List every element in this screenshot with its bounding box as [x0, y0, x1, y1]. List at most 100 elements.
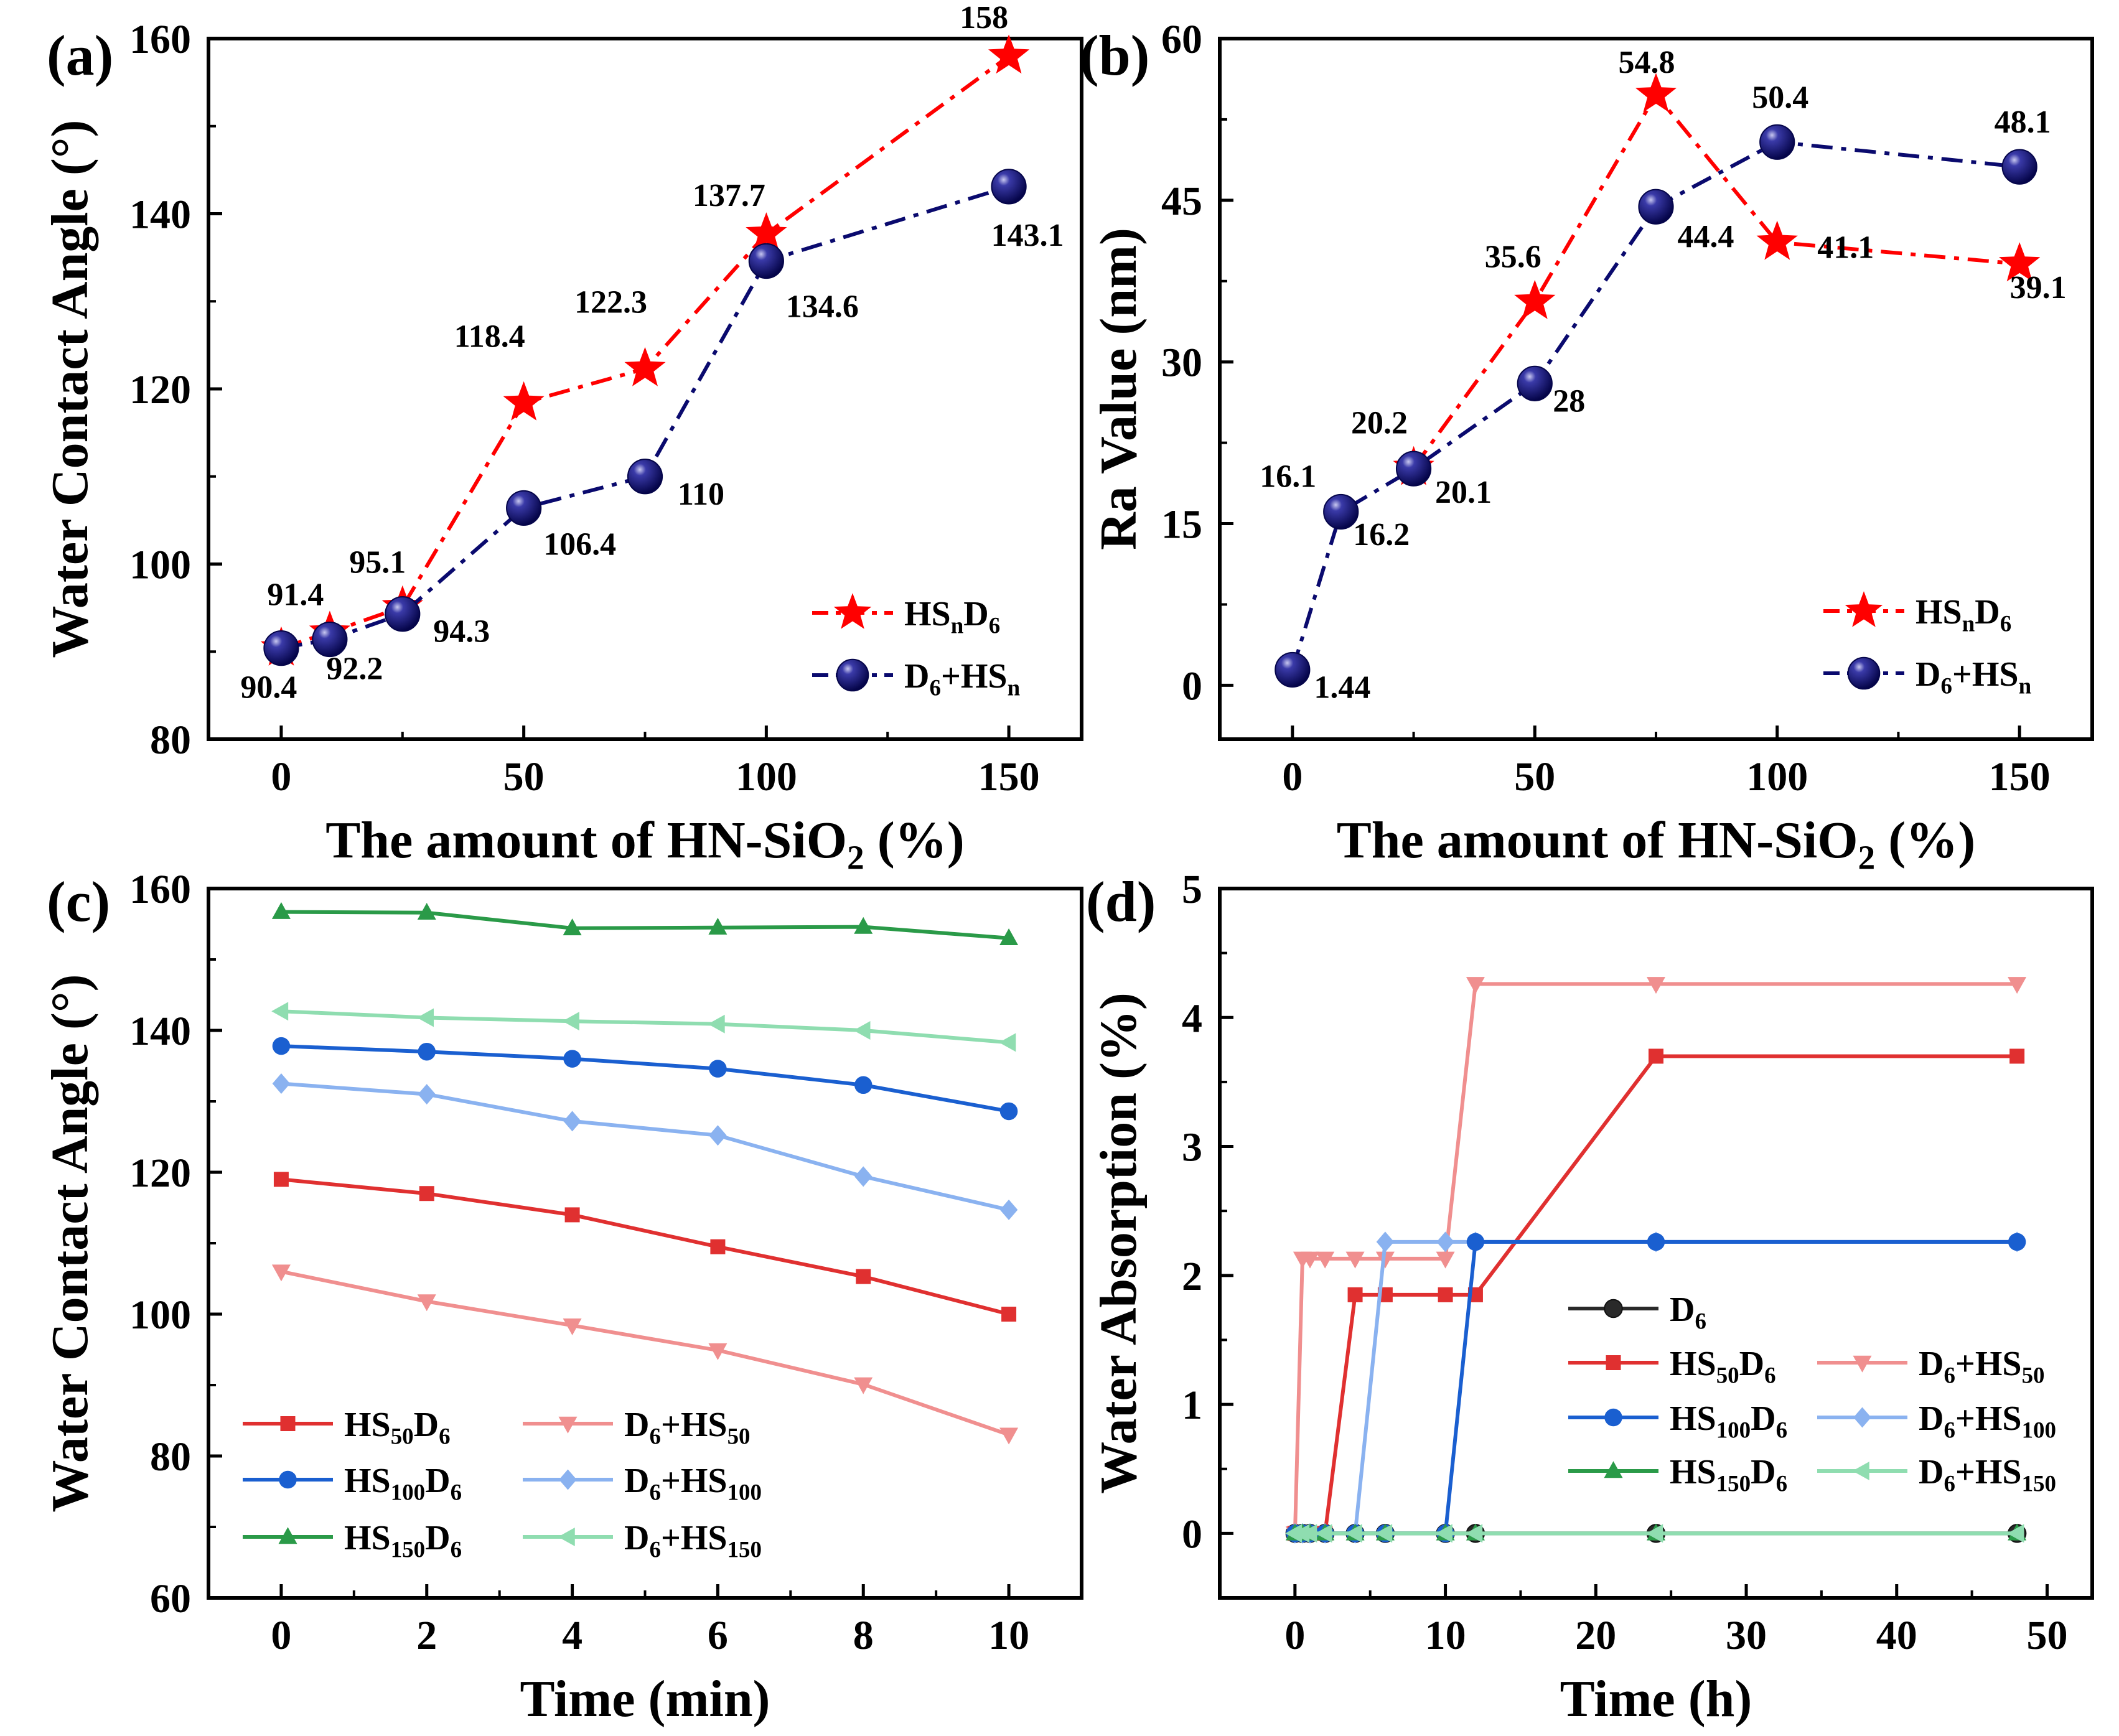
- y-tick-label: 80: [150, 1434, 191, 1480]
- text-span: HS: [344, 1519, 391, 1557]
- panel-a: 0 50 100 150 80 100 120 140 160 The amount of HN-…: [41, 0, 1083, 876]
- panel-c: 0 2 4 6 8 10 60 80 100 120 140 160 Time (min) Water C…: [41, 867, 1083, 1728]
- text-span: +HS: [661, 1462, 727, 1500]
- subscript: 50: [391, 1423, 414, 1449]
- data-label: 91.4: [267, 577, 324, 613]
- data-label: 134.6: [786, 289, 859, 325]
- data-label: 137.7: [693, 178, 765, 213]
- legend-marker: [559, 1469, 577, 1490]
- text-span: HS: [1916, 593, 1962, 632]
- subscript: 6: [439, 1423, 450, 1449]
- text-span: HS: [904, 595, 951, 633]
- data-point: [1999, 242, 2041, 282]
- text-span: D: [1916, 655, 1940, 694]
- data-label: 94.3: [433, 614, 490, 650]
- x-axis-label: The amount of HN-SiO2 (%): [325, 811, 964, 876]
- subscript: 100: [1716, 1417, 1751, 1442]
- data-point: [1466, 977, 1485, 994]
- y-tick-label: 60: [1161, 17, 1202, 62]
- legend-marker: [1853, 1355, 1872, 1373]
- legend-label-D6+HSn: D6+HSn: [1916, 655, 2031, 698]
- series-line: [281, 1081, 1009, 1212]
- legend-marker: [1853, 1407, 1871, 1428]
- subscript: 6: [1940, 673, 1952, 698]
- series-line: [281, 1269, 1010, 1437]
- data-point: [2009, 1048, 2025, 1064]
- data-point: [854, 1166, 872, 1187]
- data-point: [988, 34, 1030, 74]
- series-D6+HS100: [1286, 1231, 2026, 1544]
- data-point: [503, 381, 545, 421]
- data-point: [854, 1377, 873, 1394]
- series-HS150D6: [271, 902, 1019, 946]
- y-tick-label: 80: [150, 717, 191, 763]
- data-point: [563, 1111, 581, 1132]
- data-label: 20.1: [1435, 475, 1492, 510]
- legend-label-HSnD6: HSnD6: [904, 595, 1000, 638]
- subscript: 50: [2022, 1362, 2045, 1388]
- data-label: 1.44: [1314, 670, 1370, 705]
- legend-marker: [1852, 1462, 1869, 1480]
- text-span: +HS: [661, 1406, 727, 1444]
- data-point: [1436, 1251, 1455, 1269]
- legend-label-HS100D6: HS100D6: [1670, 1399, 1787, 1442]
- x-tick-label: 4: [562, 1613, 582, 1658]
- data-point: [1376, 1231, 1395, 1253]
- data-point: [1275, 651, 1311, 688]
- y-tick-label: 45: [1161, 179, 1202, 224]
- text-span: D: [1919, 1399, 1944, 1438]
- data-label: 39.1: [2010, 270, 2067, 306]
- y-tick-label: 100: [129, 543, 191, 588]
- data-label: 158: [960, 0, 1008, 35]
- text-span: HS: [344, 1406, 391, 1444]
- y-tick-label: 160: [129, 867, 191, 912]
- data-point: [2008, 977, 2027, 994]
- data-point: [271, 902, 291, 919]
- data-point: [709, 1060, 727, 1078]
- legend-label-HSnD6: HSnD6: [1916, 593, 2011, 636]
- legend-label-HS150D6: HS150D6: [1670, 1453, 1787, 1496]
- subscript: 50: [727, 1423, 751, 1449]
- data-label: 41.1: [1817, 230, 1874, 265]
- text-span: HS: [1670, 1345, 1716, 1383]
- text-span: +HS: [661, 1519, 727, 1557]
- series-D6+HSn: [1275, 124, 2037, 688]
- data-point: [1375, 1524, 1393, 1543]
- series-HS50D6: [1287, 1048, 2025, 1541]
- text-span: HS: [1670, 1399, 1716, 1438]
- y-tick-label: 100: [129, 1292, 191, 1338]
- text-span: +HS: [1955, 1399, 2022, 1438]
- text-span: D: [1975, 593, 2000, 632]
- data-point: [271, 1002, 289, 1021]
- legend-label-D6+HS150: D6+HS150: [624, 1519, 762, 1562]
- data-point: [1345, 1251, 1365, 1269]
- plot-frame: [1218, 887, 2094, 1600]
- legend-label-HS50D6: HS50D6: [344, 1406, 451, 1449]
- x-tick-label: 10: [1425, 1613, 1466, 1658]
- x-tick-label: 50: [2026, 1613, 2067, 1658]
- text-span: HS: [1670, 1453, 1716, 1491]
- data-point: [627, 459, 663, 495]
- data-point: [991, 169, 1027, 205]
- data-label: 110: [678, 477, 724, 512]
- legend-marker: [836, 658, 869, 692]
- subscript: 50: [1716, 1362, 1739, 1388]
- text-span: D: [1751, 1399, 1775, 1438]
- data-label: 16.1: [1260, 459, 1316, 494]
- data-point: [273, 1172, 289, 1187]
- legend-label-D6+HSn: D6+HSn: [904, 657, 1020, 700]
- data-point: [272, 1037, 291, 1055]
- subscript: 6: [1944, 1417, 1955, 1442]
- x-axis-label: Time (h): [1560, 1670, 1752, 1728]
- x-tick-label: 30: [1726, 1613, 1767, 1658]
- text-span: +HS: [1955, 1453, 2022, 1491]
- series-D6+HS50: [271, 1264, 1019, 1445]
- data-point: [854, 1076, 872, 1094]
- data-point: [1347, 1287, 1363, 1302]
- plot-frame: [1218, 37, 2094, 741]
- data-point: [263, 630, 299, 666]
- y-tick-label: 30: [1161, 340, 1202, 386]
- subscript: n: [1008, 674, 1021, 700]
- data-label: 50.4: [1752, 80, 1808, 115]
